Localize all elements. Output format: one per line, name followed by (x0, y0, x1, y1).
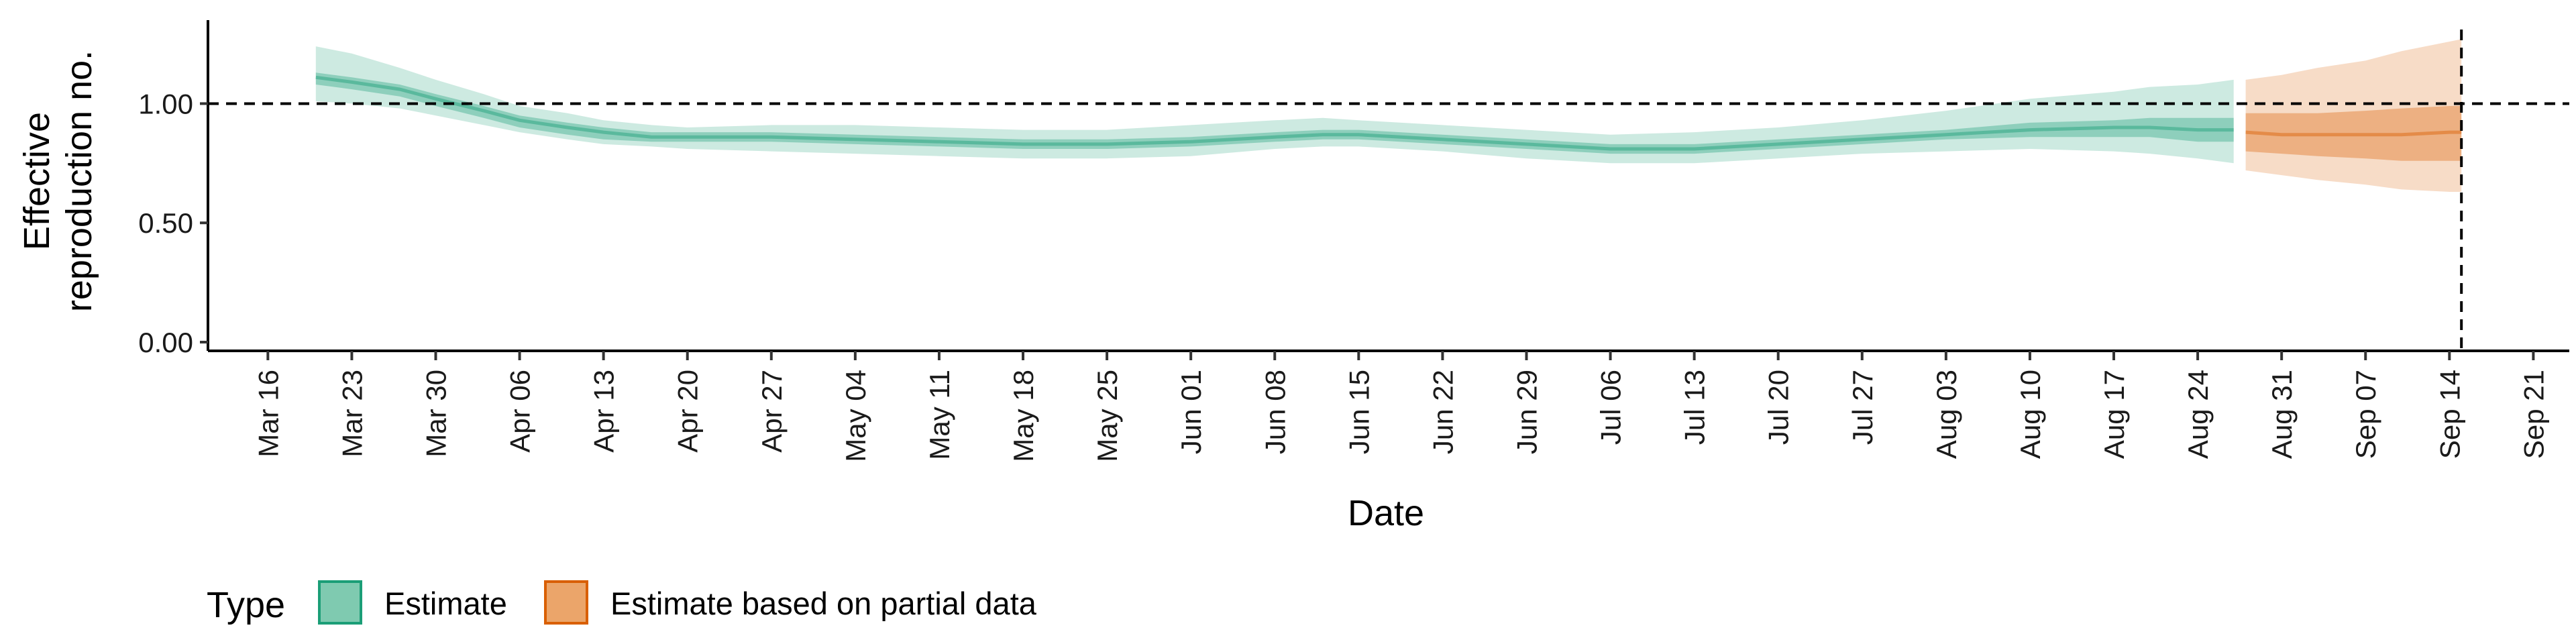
x-tick-label: Jul 27 (1847, 370, 1878, 445)
x-tick-label: May 25 (1091, 370, 1123, 462)
y-axis-title-line-1: Effective (17, 112, 57, 250)
legend-key-partial (544, 580, 588, 625)
x-tick-label: Aug 17 (2098, 370, 2130, 459)
band-90-partial (2245, 39, 2462, 193)
x-tick-label: Mar 30 (421, 370, 452, 458)
legend-label-partial: Estimate based on partial data (610, 586, 1037, 621)
median-line-estimate (315, 75, 2234, 151)
band-50-estimate (315, 72, 2234, 154)
y-tick-label: 0.50 (138, 207, 193, 239)
x-tick-label: Jun 15 (1343, 370, 1375, 454)
x-axis-title: Date (1348, 493, 1424, 533)
x-tick-label: Jun 08 (1259, 370, 1291, 454)
legend-label-estimate: Estimate (384, 586, 507, 621)
x-tick-label: Apr 20 (672, 370, 704, 453)
x-tick-label: Aug 03 (1931, 370, 1962, 459)
band-50-partial (2245, 106, 2462, 161)
band-90-estimate (315, 46, 2234, 164)
x-tick-label: Aug 31 (2266, 370, 2298, 459)
legend-title: Type (207, 585, 285, 625)
x-tick-label: Jul 06 (1595, 370, 1627, 445)
x-tick-label: Jun 01 (1175, 370, 1207, 454)
x-tick-label: Sep 07 (2350, 370, 2381, 459)
median-line-partial (2245, 130, 2462, 137)
x-tick-label: May 18 (1008, 370, 1039, 462)
x-tick-label: Jun 29 (1511, 370, 1543, 454)
y-tick-label: 0.00 (138, 327, 193, 358)
x-tick-label: May 11 (924, 370, 955, 460)
x-tick-label: Aug 24 (2182, 370, 2214, 459)
x-tick-label: Mar 16 (252, 370, 284, 458)
x-tick-label: Sep 21 (2518, 370, 2549, 459)
x-tick-label: May 04 (840, 370, 871, 462)
legend-key-estimate (318, 580, 362, 625)
axes: 0.00 0.50 1.00 Mar 16 Mar 23 Mar 30 Apr 06 Apr … (138, 20, 2569, 462)
x-tick-label: Apr 27 (756, 370, 788, 453)
x-tick-label: Jul 20 (1763, 370, 1794, 445)
x-tick-label: Aug 10 (2015, 370, 2046, 459)
y-axis-title-line-2: reproduction no. (59, 50, 99, 312)
legend: Type Estimate Estimate based on partial … (207, 580, 1037, 625)
x-tick-label: Sep 14 (2434, 370, 2465, 459)
x-tick-label: Jul 13 (1679, 370, 1711, 445)
x-tick-label: Jun 22 (1427, 370, 1458, 454)
y-tick-label: 1.00 (138, 88, 193, 119)
y-axis-title: Effective reproduction no. (17, 50, 99, 312)
x-tick-label: Mar 23 (336, 370, 368, 458)
x-tick-label: Apr 13 (588, 370, 620, 453)
x-tick-label: Apr 06 (504, 370, 536, 453)
plot-area (208, 30, 2569, 351)
